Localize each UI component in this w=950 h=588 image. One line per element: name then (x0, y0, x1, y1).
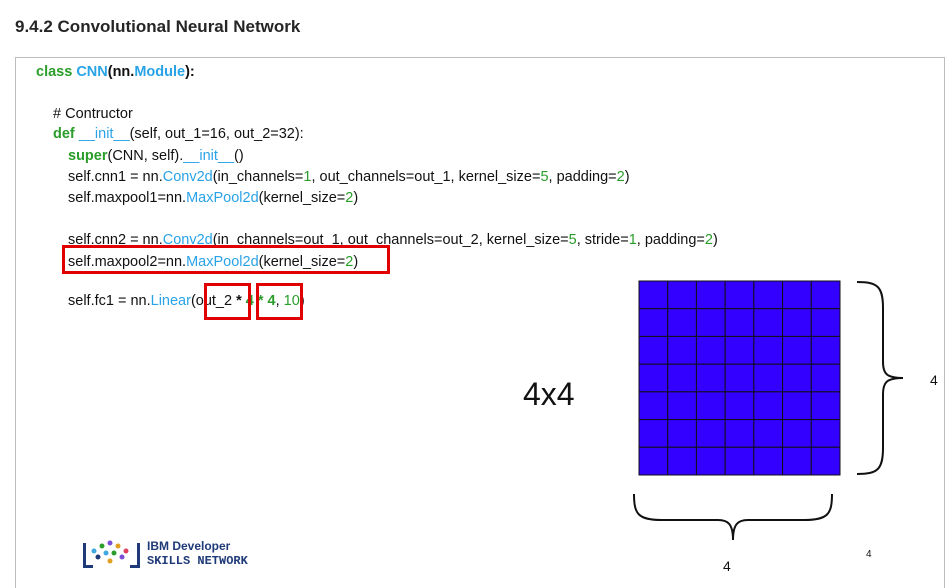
logo-line-1: IBM Developer (147, 539, 231, 553)
grid-cell (810, 419, 841, 448)
grid-cell (810, 446, 841, 476)
grid-cell (638, 308, 669, 337)
grid-cell (782, 446, 812, 476)
grid-cell (638, 363, 669, 393)
section-heading: 9.4.2 Convolutional Neural Network (15, 17, 301, 36)
highlight-4x4 (256, 283, 303, 320)
code-line-maxpool2: self.maxpool2=nn.MaxPool2d(kernel_size=2… (68, 254, 359, 270)
grid-cell (695, 335, 726, 365)
grid-cell (724, 308, 755, 337)
code-line-cnn1: self.cnn1 = nn.Conv2d(in_channels=1, out… (68, 169, 630, 185)
grid-cell (638, 335, 669, 365)
grid-cell (638, 280, 669, 310)
grid-cell (782, 280, 812, 310)
page-number: 4 (866, 549, 872, 560)
grid-cell (753, 391, 784, 421)
grid-cell (810, 363, 841, 393)
grid-cell (810, 280, 841, 310)
grid-cell (667, 308, 697, 337)
code-line-maxpool1: self.maxpool1=nn.MaxPool2d(kernel_size=2… (68, 190, 359, 206)
grid-cell (810, 308, 841, 337)
grid-cell (695, 363, 726, 393)
grid-cell (753, 363, 784, 393)
highlight-maxpool2 (62, 245, 390, 274)
grid-cell (724, 280, 755, 310)
grid-cell (638, 446, 669, 476)
grid-cell (724, 363, 755, 393)
grid-cell (667, 391, 697, 421)
grid-cell (810, 335, 841, 365)
grid-cell (753, 446, 784, 476)
code-line-super: super(CNN, self).__init__() (68, 148, 244, 164)
height-brace (856, 281, 904, 475)
width-brace (633, 493, 833, 541)
logo-text: IBM Developer SKILLS NETWORK (147, 539, 248, 569)
logo-line-2: SKILLS NETWORK (147, 554, 248, 568)
grid-cell (753, 335, 784, 365)
grid-cell (782, 335, 812, 365)
code-line-comment: # Contructor (53, 106, 133, 122)
grid-cell (753, 419, 784, 448)
grid-cell (695, 308, 726, 337)
grid-cell (695, 280, 726, 310)
highlight-out2 (204, 283, 251, 320)
grid-cell (782, 308, 812, 337)
grid-cell (724, 335, 755, 365)
height-label: 4 (930, 372, 938, 388)
grid-cell (667, 280, 697, 310)
grid-size-label: 4x4 (523, 376, 575, 412)
grid-cell (753, 280, 784, 310)
grid-cell (724, 391, 755, 421)
code-line-class: class CNN(nn.Module): (36, 64, 195, 80)
code-line-cnn2: self.cnn2 = nn.Conv2d(in_channels=out_1,… (68, 232, 718, 248)
grid-cell (667, 335, 697, 365)
grid-cell (782, 363, 812, 393)
grid-cell (638, 391, 669, 421)
grid-cell (724, 446, 755, 476)
code-line-fc1: self.fc1 = nn.Linear(out_2 * 4 * 4, 10) (68, 293, 305, 309)
grid-cell (638, 419, 669, 448)
grid-cell (695, 391, 726, 421)
grid-cell (810, 391, 841, 421)
grid-cell (695, 446, 726, 476)
grid-cell (667, 446, 697, 476)
ibm-skills-network-logo-icon (83, 540, 140, 568)
grid-cell (782, 391, 812, 421)
grid-cell (667, 363, 697, 393)
grid-cell (753, 308, 784, 337)
grid-cell (724, 419, 755, 448)
grid-cell (782, 419, 812, 448)
code-line-def: def __init__(self, out_1=16, out_2=32): (53, 126, 304, 142)
grid-cell (695, 419, 726, 448)
grid-cell (667, 419, 697, 448)
width-label: 4 (723, 558, 731, 574)
feature-map-grid (638, 280, 841, 476)
